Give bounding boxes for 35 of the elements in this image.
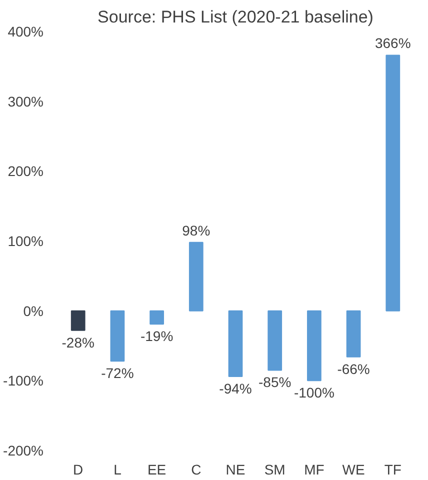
data-label: -28% [62,334,94,350]
bar [110,310,125,362]
x-tick-label: L [114,462,122,478]
bar [150,310,164,325]
y-tick-label: 300% [8,93,44,110]
x-tick-label: D [73,462,84,478]
data-label: -94% [219,380,252,396]
data-label: -19% [140,328,174,344]
x-tick-label: WE [342,462,365,478]
y-tick-label: 0% [23,302,44,319]
data-label: -72% [101,365,134,382]
x-tick-label: MF [304,462,324,478]
y-tick-label: -200% [3,442,44,458]
y-tick-label: 400% [8,24,44,40]
bar [228,310,243,377]
data-label: 98% [182,222,210,238]
data-label: -85% [258,374,292,390]
chart-title: Source: PHS List (2020-21 baseline) [98,8,374,26]
data-label: -66% [337,360,370,377]
bar [346,310,361,358]
x-tick-label: NE [226,462,246,478]
y-tick-label: 200% [8,163,44,180]
y-tick-label: -100% [3,372,44,389]
y-tick-label: 100% [8,233,44,249]
x-tick-label: EE [147,462,166,478]
data-label: 366% [374,35,411,52]
x-tick-label: TF [384,462,402,478]
data-label: -100% [294,384,334,401]
bar [188,242,204,312]
x-tick-label: C [191,462,202,478]
bar [307,310,322,382]
bar [70,310,86,331]
bar [386,54,400,312]
x-tick-label: SM [264,462,286,478]
bar [268,310,282,371]
